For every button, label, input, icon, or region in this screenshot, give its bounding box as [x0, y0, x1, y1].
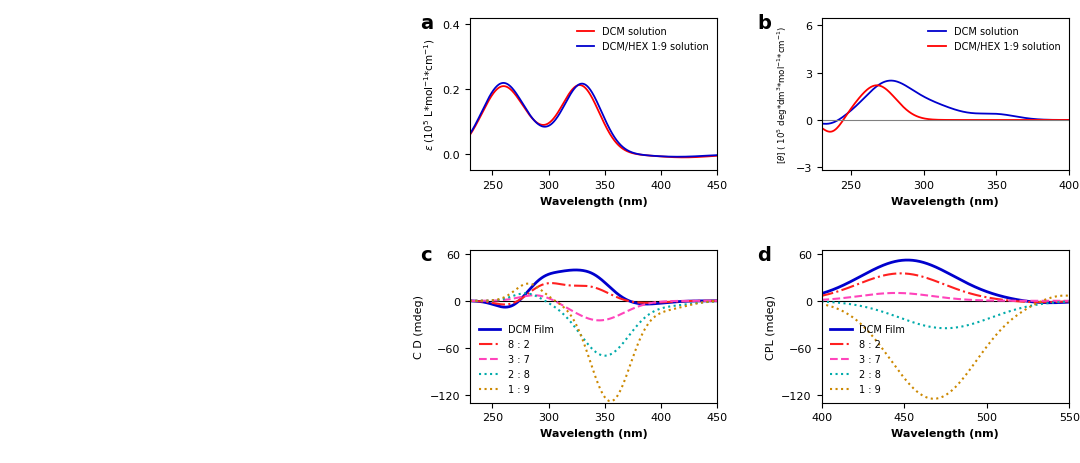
Legend: DCM solution, DCM/HEX 1:9 solution: DCM solution, DCM/HEX 1:9 solution — [924, 23, 1064, 56]
Text: c: c — [420, 246, 432, 265]
X-axis label: Wavelength (nm): Wavelength (nm) — [891, 196, 999, 206]
Legend: DCM solution, DCM/HEX 1:9 solution: DCM solution, DCM/HEX 1:9 solution — [572, 23, 713, 56]
X-axis label: Wavelength (nm): Wavelength (nm) — [540, 196, 648, 206]
Y-axis label: CPL (mdeg): CPL (mdeg) — [766, 294, 775, 359]
Y-axis label: [$\theta$] ( 10$^5$ deg*dm$^3$*mol$^{-1}$*cm$^{-1}$): [$\theta$] ( 10$^5$ deg*dm$^3$*mol$^{-1}… — [775, 26, 789, 164]
Text: d: d — [757, 246, 771, 265]
Y-axis label: $\varepsilon$ (10$^5$ L*mol$^{-1}$*cm$^{-1}$): $\varepsilon$ (10$^5$ L*mol$^{-1}$*cm$^{… — [422, 38, 436, 151]
Text: a: a — [420, 14, 433, 33]
Text: b: b — [757, 14, 771, 33]
Y-axis label: C D (mdeg): C D (mdeg) — [414, 294, 424, 358]
X-axis label: Wavelength (nm): Wavelength (nm) — [891, 428, 999, 438]
X-axis label: Wavelength (nm): Wavelength (nm) — [540, 428, 648, 438]
Legend: DCM Film, 8 : 2, 3 : 7, 2 : 8, 1 : 9: DCM Film, 8 : 2, 3 : 7, 2 : 8, 1 : 9 — [826, 321, 909, 398]
Legend: DCM Film, 8 : 2, 3 : 7, 2 : 8, 1 : 9: DCM Film, 8 : 2, 3 : 7, 2 : 8, 1 : 9 — [475, 321, 557, 398]
